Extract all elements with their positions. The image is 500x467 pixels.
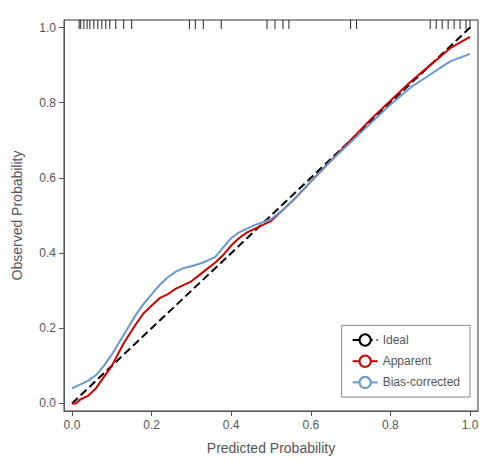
svg-text:1.0: 1.0 — [462, 418, 479, 432]
svg-text:Observed Probability: Observed Probability — [9, 151, 25, 281]
svg-text:0.8: 0.8 — [382, 418, 399, 432]
svg-text:0.4: 0.4 — [223, 418, 240, 432]
svg-text:Apparent: Apparent — [383, 354, 432, 368]
svg-text:0.6: 0.6 — [39, 171, 56, 185]
svg-text:Bias-corrected: Bias-corrected — [383, 375, 460, 389]
svg-text:Ideal: Ideal — [383, 333, 409, 347]
svg-text:0.6: 0.6 — [302, 418, 319, 432]
svg-text:0.2: 0.2 — [143, 418, 160, 432]
svg-text:0.4: 0.4 — [39, 246, 56, 260]
svg-text:0.0: 0.0 — [64, 418, 81, 432]
svg-text:0.8: 0.8 — [39, 96, 56, 110]
svg-text:0.0: 0.0 — [39, 396, 56, 410]
svg-text:1.0: 1.0 — [39, 21, 56, 35]
svg-text:0.2: 0.2 — [39, 321, 56, 335]
svg-text:Predicted Probability: Predicted Probability — [207, 440, 335, 456]
